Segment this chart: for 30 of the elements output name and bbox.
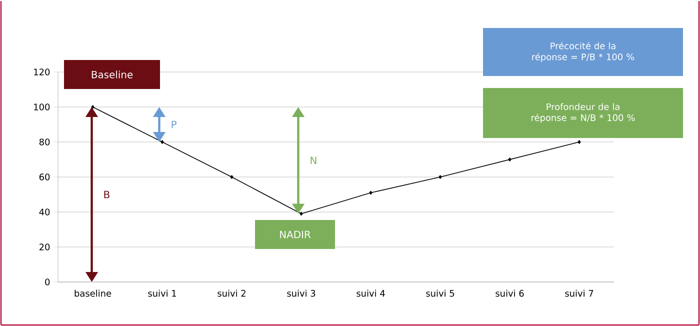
annotation: N <box>310 156 316 164</box>
point <box>369 190 372 195</box>
point <box>91 105 94 109</box>
annotation: B <box>104 190 110 198</box>
annotation: Baseline <box>92 70 133 78</box>
x-tick-label: suivi 5 <box>426 290 454 297</box>
text: Précocité de la réponse = P/B * 100 % <box>532 42 634 62</box>
point <box>578 140 581 144</box>
y-tick-label: 100 <box>34 104 50 110</box>
x-tick-label: suivi 6 <box>496 290 524 297</box>
point <box>230 175 234 179</box>
x-tick-label: suivi 2 <box>218 290 246 297</box>
point <box>508 158 512 162</box>
x-tick-label: suivi 4 <box>356 290 385 297</box>
x-tick-label: suivi 3 <box>287 290 316 297</box>
point <box>300 212 303 216</box>
annotation: P <box>172 120 176 128</box>
y-tick-label: 120 <box>34 68 50 76</box>
x-tick-label: baseline <box>74 290 112 297</box>
y-tick-label: 80 <box>39 138 50 146</box>
y-tick-label: 40 <box>39 208 50 216</box>
annotation: Profondeur de la réponse = N/B * 100 % <box>532 103 635 123</box>
x-tick-label: suivi 7 <box>565 290 594 297</box>
point <box>438 175 442 179</box>
y-tick-label: 0 <box>45 278 50 286</box>
y-tick-label: 20 <box>39 244 50 250</box>
point <box>160 140 164 144</box>
annotation: NADIR <box>280 230 311 238</box>
x-tick-label: suivi 1 <box>148 290 176 297</box>
y-tick-label: 60 <box>39 174 50 180</box>
